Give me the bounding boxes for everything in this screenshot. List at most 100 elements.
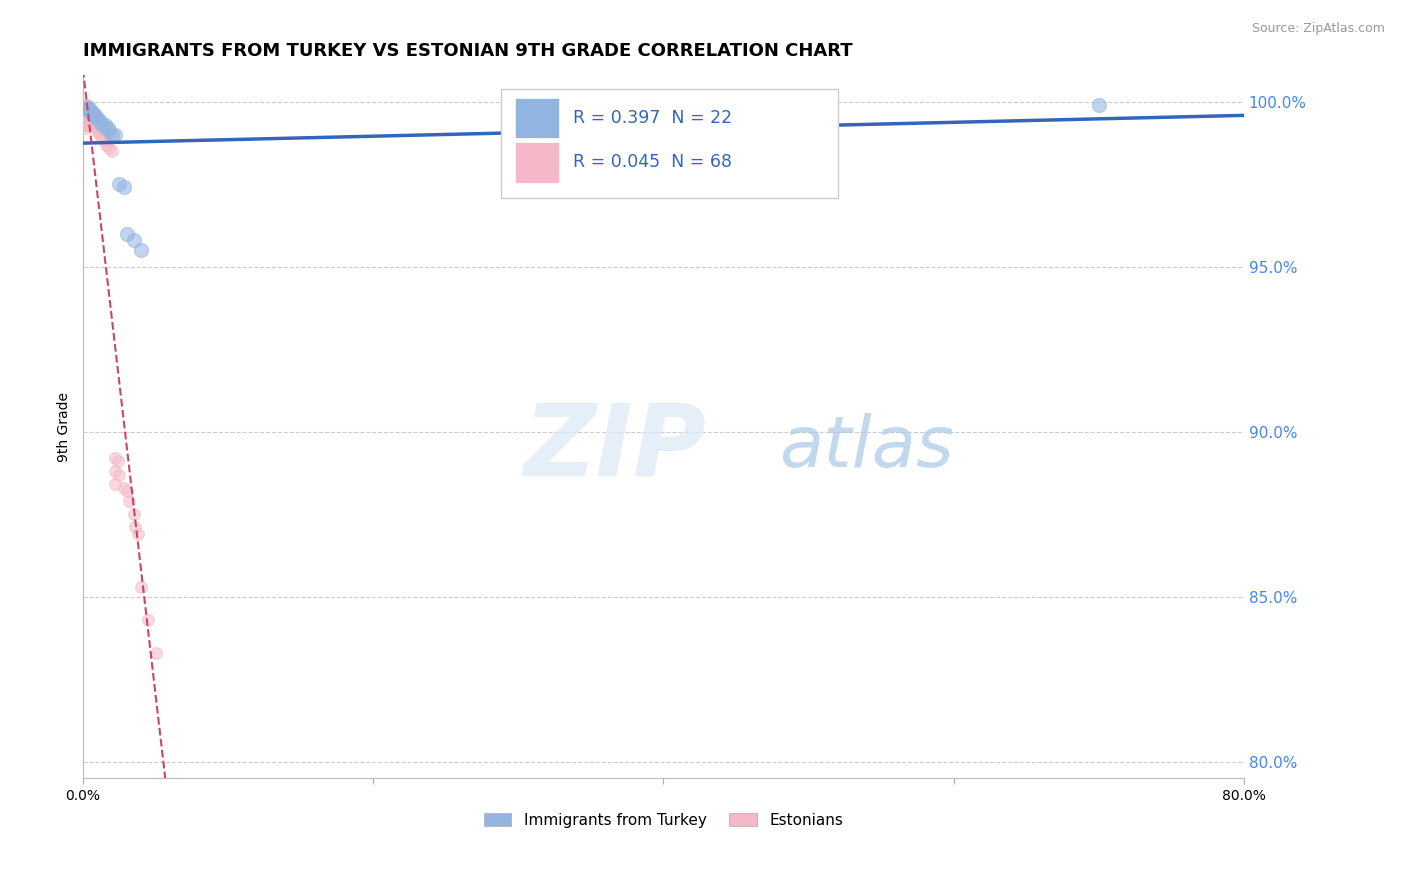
Point: [104, 128, 127, 142]
Text: R = 0.397  N = 22: R = 0.397 N = 22: [572, 109, 733, 127]
Point: [76, 101, 98, 115]
Point: [118, 494, 141, 508]
Point: [73, 108, 96, 122]
Point: [77, 111, 100, 125]
Point: [145, 646, 167, 660]
Point: [86, 124, 108, 138]
Text: atlas: atlas: [779, 413, 955, 483]
Point: [73, 104, 96, 119]
Point: [82, 108, 104, 122]
Point: [98, 141, 121, 155]
Point: [124, 520, 146, 534]
Point: [104, 451, 127, 466]
FancyBboxPatch shape: [501, 89, 838, 198]
Point: [108, 177, 131, 191]
Point: [90, 131, 112, 145]
Point: [82, 111, 104, 125]
Point: [76, 111, 98, 125]
Point: [94, 118, 117, 132]
Point: [79, 114, 101, 128]
Point: [75, 101, 97, 115]
Point: [80, 111, 103, 125]
Point: [73, 111, 96, 125]
Point: [75, 104, 97, 119]
Point: [75, 104, 97, 119]
Point: [77, 101, 100, 115]
Point: [86, 111, 108, 125]
Point: [80, 114, 103, 128]
Point: [73, 114, 96, 128]
Point: [129, 243, 152, 257]
Point: [89, 114, 111, 128]
Point: [79, 111, 101, 125]
Point: [82, 118, 104, 132]
Point: [107, 454, 129, 468]
Point: [136, 613, 159, 627]
Point: [73, 111, 96, 125]
Point: [76, 101, 98, 115]
Point: [129, 580, 152, 594]
Point: [127, 527, 149, 541]
Point: [112, 180, 135, 194]
Point: [89, 128, 111, 142]
Bar: [515, 98, 560, 138]
Point: [122, 233, 145, 247]
Point: [101, 128, 124, 142]
Text: R = 0.045  N = 68: R = 0.045 N = 68: [572, 153, 733, 171]
Point: [73, 118, 96, 132]
Point: [82, 114, 104, 128]
Point: [73, 98, 96, 112]
Point: [77, 104, 100, 119]
Point: [84, 118, 107, 132]
Point: [94, 134, 117, 148]
Point: [97, 121, 120, 136]
Text: IMMIGRANTS FROM TURKEY VS ESTONIAN 9TH GRADE CORRELATION CHART: IMMIGRANTS FROM TURKEY VS ESTONIAN 9TH G…: [83, 42, 852, 60]
Point: [83, 114, 105, 128]
Point: [112, 481, 135, 495]
Text: Source: ZipAtlas.com: Source: ZipAtlas.com: [1251, 22, 1385, 36]
Point: [76, 104, 98, 119]
Point: [90, 118, 112, 132]
Point: [73, 104, 96, 119]
Point: [1087, 98, 1109, 112]
Point: [73, 98, 96, 112]
Point: [75, 101, 97, 115]
Point: [75, 121, 97, 136]
Point: [77, 101, 100, 115]
Point: [122, 507, 145, 521]
Point: [73, 101, 96, 115]
Point: [104, 464, 127, 478]
Point: [80, 104, 103, 119]
Point: [115, 227, 138, 241]
Legend: Immigrants from Turkey, Estonians: Immigrants from Turkey, Estonians: [478, 806, 849, 834]
Point: [98, 124, 121, 138]
Point: [101, 144, 124, 158]
Point: [77, 108, 100, 122]
Point: [79, 104, 101, 119]
Point: [76, 108, 98, 122]
Point: [104, 477, 127, 491]
Point: [77, 114, 100, 128]
Point: [86, 121, 108, 136]
Point: [73, 108, 96, 122]
Point: [75, 118, 97, 132]
Point: [75, 114, 97, 128]
Bar: [515, 142, 560, 183]
Point: [115, 484, 138, 499]
Point: [79, 108, 101, 122]
Point: [83, 118, 105, 132]
Point: [80, 108, 103, 122]
Point: [108, 467, 131, 482]
Point: [79, 104, 101, 119]
Text: ZIP: ZIP: [524, 400, 707, 496]
Point: [73, 101, 96, 115]
Point: [83, 108, 105, 122]
Point: [84, 111, 107, 125]
Y-axis label: 9th Grade: 9th Grade: [58, 392, 72, 462]
Point: [75, 108, 97, 122]
Point: [96, 137, 118, 152]
Point: [76, 114, 98, 128]
Point: [76, 98, 98, 112]
Point: [75, 111, 97, 125]
Point: [76, 118, 98, 132]
